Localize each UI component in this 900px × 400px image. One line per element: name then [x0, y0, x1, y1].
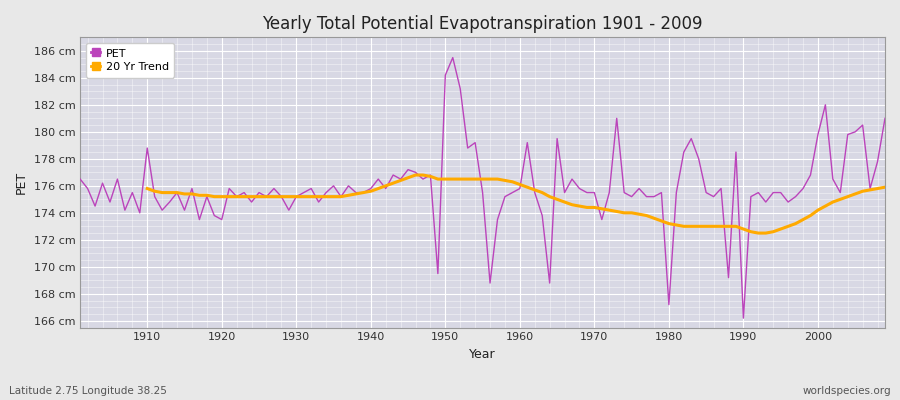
Text: worldspecies.org: worldspecies.org — [803, 386, 891, 396]
Title: Yearly Total Potential Evapotranspiration 1901 - 2009: Yearly Total Potential Evapotranspiratio… — [262, 15, 703, 33]
Y-axis label: PET: PET — [15, 171, 28, 194]
Legend: PET, 20 Yr Trend: PET, 20 Yr Trend — [86, 43, 175, 78]
Text: Latitude 2.75 Longitude 38.25: Latitude 2.75 Longitude 38.25 — [9, 386, 166, 396]
X-axis label: Year: Year — [469, 348, 496, 361]
